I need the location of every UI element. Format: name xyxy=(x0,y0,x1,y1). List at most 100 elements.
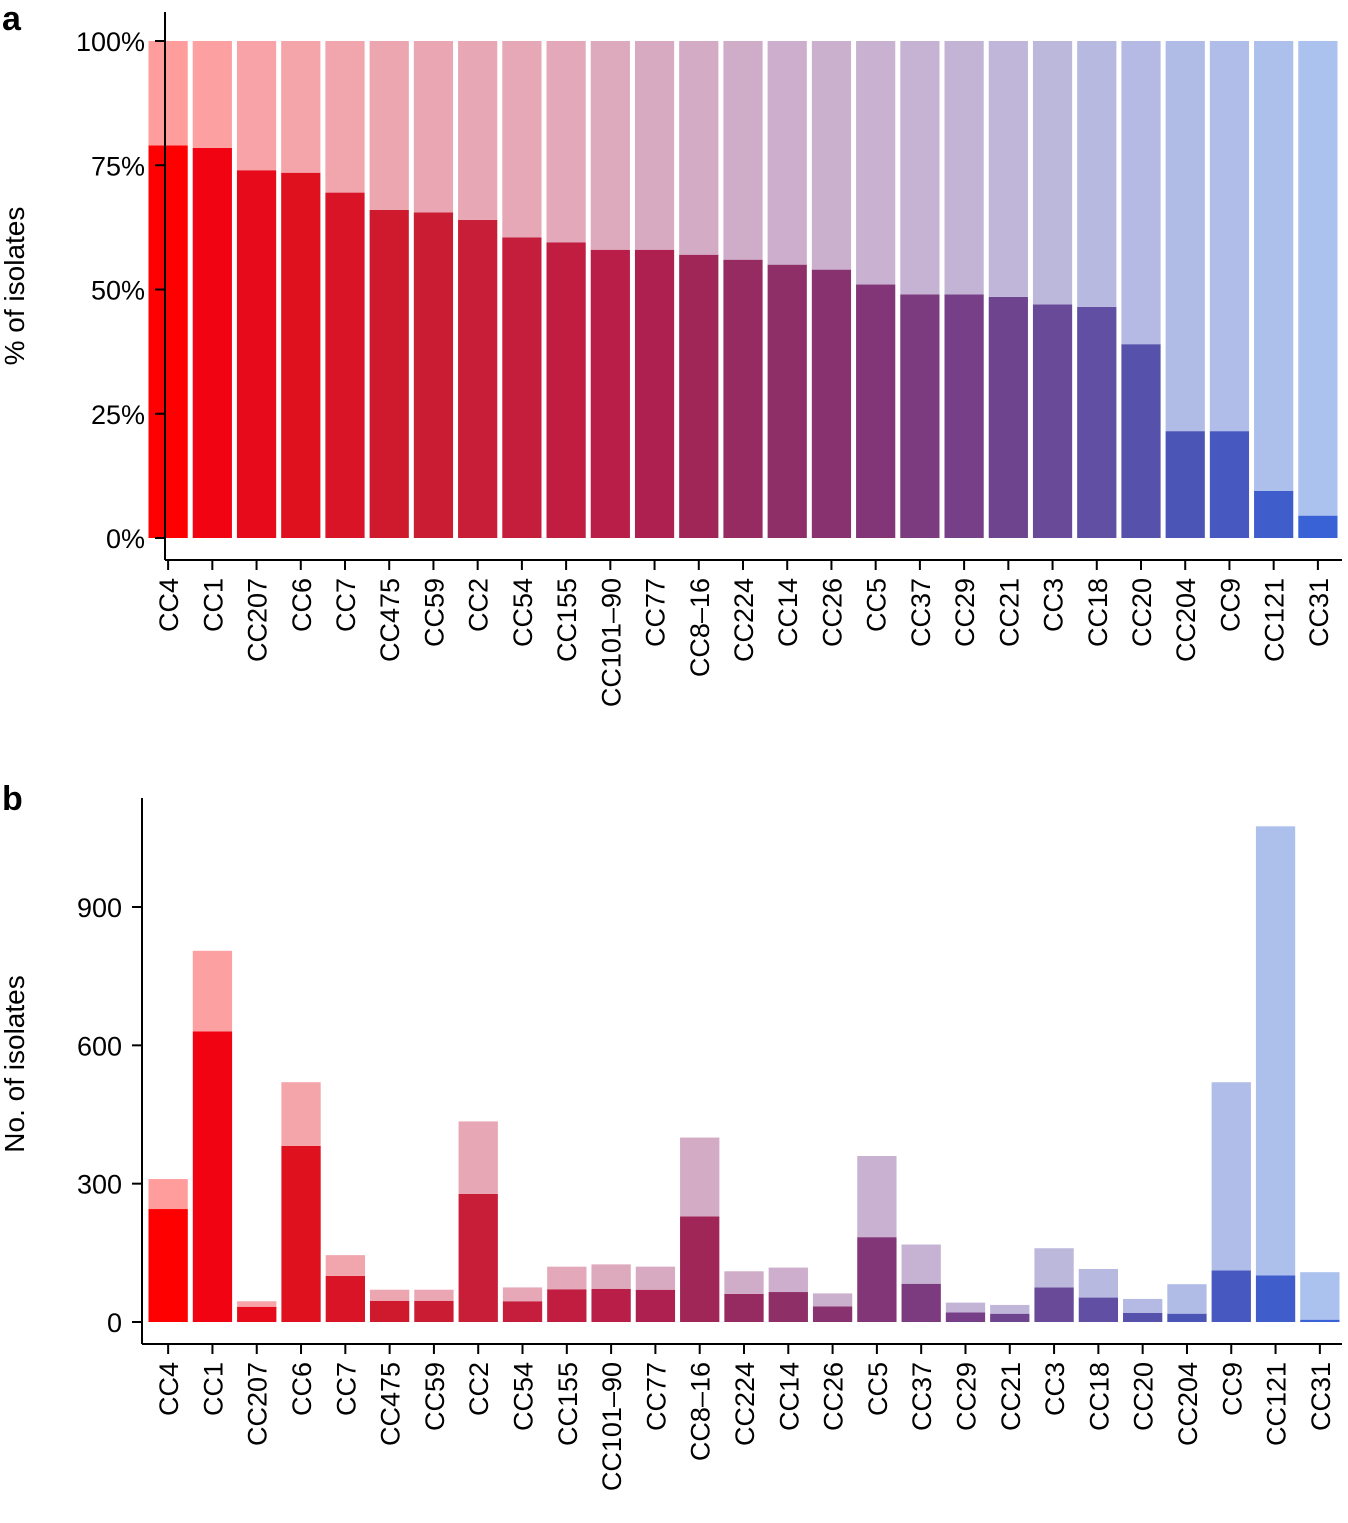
bar-b-cc6-dark xyxy=(281,1145,321,1322)
x-tick-label-b-cc6: CC6 xyxy=(287,1362,317,1416)
x-tick-label-b-cc475: CC475 xyxy=(376,1362,406,1446)
bar-b-cc155-light xyxy=(547,1266,587,1290)
x-tick-label-b-cc37: CC37 xyxy=(907,1362,937,1431)
bar-b-cc29-light xyxy=(945,1302,986,1313)
bar-b-cc7-light xyxy=(325,1255,365,1276)
x-tick-label-b-cc4: CC4 xyxy=(154,1362,184,1416)
bars-a xyxy=(148,41,1338,539)
x-tick-label-a-cc26: CC26 xyxy=(817,578,847,647)
x-tick-label-b-cc3: CC3 xyxy=(1040,1362,1070,1416)
x-tick-label-a-cc101-90: CC101–90 xyxy=(596,578,626,707)
x-tick-label-a-cc31: CC31 xyxy=(1304,578,1334,647)
x-tick-label-b-cc31: CC31 xyxy=(1306,1362,1336,1431)
x-tick-label-b-cc29: CC29 xyxy=(951,1362,981,1431)
bar-b-cc7-dark xyxy=(325,1275,365,1322)
bar-b-cc21-dark xyxy=(990,1313,1030,1322)
bar-a-cc20-dark xyxy=(1121,344,1161,538)
x-tick-label-a-cc2: CC2 xyxy=(464,578,494,632)
x-tick-label-a-cc224: CC224 xyxy=(729,578,759,662)
bar-a-cc475-light xyxy=(369,41,409,210)
x-tick-label-a-cc155: CC155 xyxy=(552,578,582,662)
x-tick-label-b-cc204: CC204 xyxy=(1173,1362,1203,1446)
bar-b-cc54-dark xyxy=(502,1301,543,1322)
bar-a-cc121-light xyxy=(1254,41,1294,491)
y-tick-label-a-100: 100% xyxy=(76,27,145,57)
bar-b-cc2-light xyxy=(458,1121,498,1194)
x-tick-label-b-cc26: CC26 xyxy=(819,1362,849,1431)
x-tick-label-b-cc7: CC7 xyxy=(331,1362,361,1416)
x-tick-label-b-cc5: CC5 xyxy=(863,1362,893,1416)
x-tick-label-b-cc224: CC224 xyxy=(730,1362,760,1446)
y-tick-label-b-600: 600 xyxy=(77,1031,122,1061)
bar-b-cc4-dark xyxy=(148,1209,188,1322)
x-tick-label-a-cc9: CC9 xyxy=(1215,578,1245,632)
bar-a-cc101-90-dark xyxy=(590,249,630,539)
bar-b-cc18-light xyxy=(1078,1268,1119,1298)
panel-label-b: b xyxy=(2,780,23,818)
x-tick-label-b-cc101-90: CC101–90 xyxy=(597,1362,627,1491)
bar-b-cc3-light xyxy=(1034,1248,1074,1288)
bar-b-cc121-dark xyxy=(1255,1275,1296,1322)
bar-a-cc224-dark xyxy=(723,259,763,538)
x-tick-label-a-cc21: CC21 xyxy=(994,578,1024,647)
bar-b-cc4-light xyxy=(148,1179,188,1210)
bar-b-cc37-light xyxy=(901,1244,941,1284)
bar-b-cc475-light xyxy=(369,1289,410,1301)
bar-a-cc204-light xyxy=(1165,41,1205,432)
bar-b-cc18-dark xyxy=(1078,1297,1119,1322)
bar-a-cc21-dark xyxy=(988,296,1028,538)
bar-b-cc204-light xyxy=(1167,1284,1207,1314)
x-tick-label-a-cc77: CC77 xyxy=(641,578,671,647)
bar-a-cc5-dark xyxy=(856,284,896,538)
bar-b-cc77-light xyxy=(635,1266,676,1290)
bar-a-cc3-light xyxy=(1032,41,1073,305)
bar-a-cc6-light xyxy=(281,41,321,173)
bar-a-cc54-dark xyxy=(502,237,542,538)
bar-b-cc3-dark xyxy=(1034,1287,1074,1322)
bar-a-cc1-dark xyxy=(192,147,232,539)
bar-a-cc18-dark xyxy=(1077,306,1117,538)
bar-b-cc77-dark xyxy=(635,1289,676,1322)
bar-b-cc31-light xyxy=(1300,1272,1340,1320)
bar-a-cc7-light xyxy=(325,41,365,193)
x-tick-label-a-cc18: CC18 xyxy=(1083,578,1113,647)
bar-a-cc31-dark xyxy=(1298,515,1338,538)
bar-b-cc9-dark xyxy=(1211,1270,1251,1322)
x-tick-label-b-cc77: CC77 xyxy=(641,1362,671,1431)
bar-b-cc101-90-dark xyxy=(591,1288,631,1322)
chart-a-percent-isolates: 0% 25% 50% 75% 100% CC4 CC1 CC207 CC6 CC7 CC475 CC5… xyxy=(0,12,1342,707)
bar-a-cc77-light xyxy=(634,41,675,250)
bar-a-cc121-dark xyxy=(1254,490,1294,538)
x-tick-label-a-cc1: CC1 xyxy=(198,578,228,632)
x-tick-label-a-cc6: CC6 xyxy=(287,578,317,632)
bar-a-cc9-dark xyxy=(1209,431,1250,538)
bar-a-cc29-dark xyxy=(944,294,984,538)
x-tick-label-b-cc14: CC14 xyxy=(774,1362,804,1431)
bar-b-cc155-dark xyxy=(547,1289,587,1322)
bar-a-cc59-dark xyxy=(413,212,454,538)
bar-a-cc475-dark xyxy=(369,209,409,539)
chart-b-number-isolates: 0 300 600 900 CC4 CC1 CC207 CC6 CC7 CC475 CC59 CC2 C… xyxy=(0,798,1342,1491)
bar-a-cc155-dark xyxy=(546,242,586,539)
bar-a-cc204-dark xyxy=(1165,431,1205,538)
bar-b-cc31-dark xyxy=(1300,1319,1340,1322)
bar-a-cc14-dark xyxy=(767,264,807,538)
bar-b-cc224-light xyxy=(724,1271,764,1294)
x-tick-label-b-cc21: CC21 xyxy=(996,1362,1026,1431)
bar-b-cc20-dark xyxy=(1123,1312,1163,1322)
bar-b-cc207-dark xyxy=(237,1306,277,1322)
x-tick-label-b-cc1: CC1 xyxy=(198,1362,228,1416)
bar-a-cc37-light xyxy=(900,41,940,295)
x-tick-label-a-cc5: CC5 xyxy=(862,578,892,632)
bar-a-cc77-dark xyxy=(634,249,675,539)
panel-label-a: a xyxy=(2,0,21,38)
y-tick-label-a-75: 75% xyxy=(91,151,145,181)
x-tick-label-b-cc155: CC155 xyxy=(553,1362,583,1446)
bar-a-cc3-dark xyxy=(1032,304,1073,538)
bar-a-cc14-light xyxy=(767,41,807,265)
x-tick-label-b-cc59: CC59 xyxy=(420,1362,450,1431)
x-tick-label-b-cc20: CC20 xyxy=(1129,1362,1159,1431)
bar-b-cc224-dark xyxy=(724,1293,764,1322)
bars-b xyxy=(148,826,1340,1322)
